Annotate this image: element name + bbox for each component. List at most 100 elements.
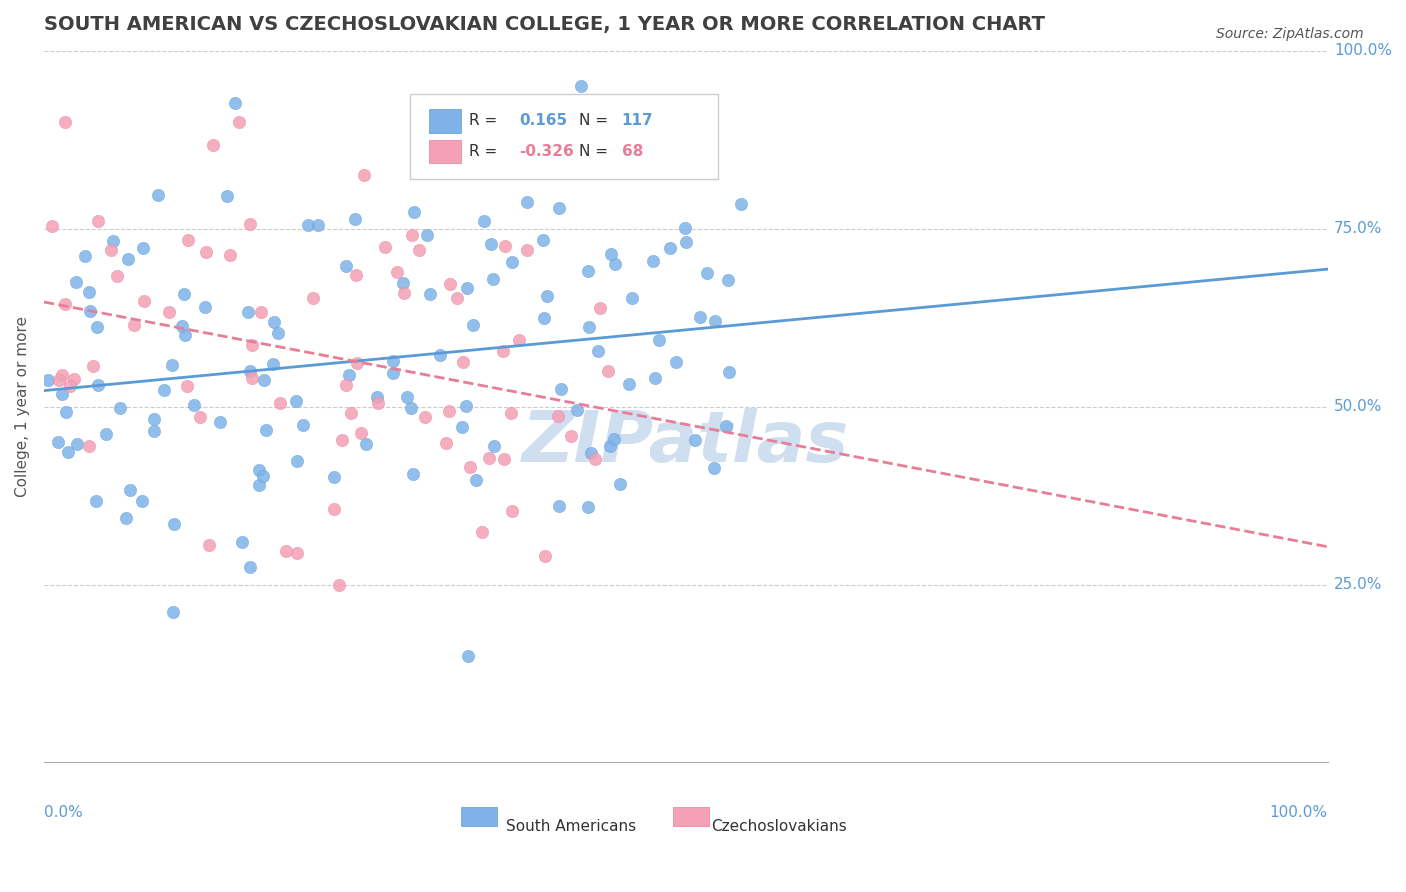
- Point: [453, 355, 475, 369]
- Point: [659, 241, 682, 255]
- Point: [536, 289, 558, 303]
- Point: [714, 418, 737, 433]
- Point: [41, 219, 63, 233]
- Point: [683, 434, 706, 448]
- Text: N =: N =: [579, 113, 609, 128]
- Point: [79, 304, 101, 318]
- Point: [219, 248, 242, 262]
- Point: [322, 502, 344, 516]
- Point: [576, 500, 599, 515]
- Point: [569, 79, 592, 94]
- Point: [194, 301, 217, 315]
- Text: 68: 68: [621, 145, 643, 160]
- Point: [717, 365, 740, 379]
- Point: [96, 426, 118, 441]
- Point: [37, 373, 59, 387]
- Point: [643, 254, 665, 268]
- Text: -0.326: -0.326: [519, 145, 574, 160]
- Point: [247, 478, 270, 492]
- Point: [188, 409, 211, 424]
- Point: [585, 452, 607, 467]
- Point: [153, 383, 176, 397]
- Point: [335, 378, 357, 392]
- Point: [250, 305, 273, 319]
- Point: [177, 233, 200, 247]
- Point: [457, 648, 479, 663]
- Point: [408, 243, 430, 257]
- Point: [446, 291, 468, 305]
- Point: [350, 425, 373, 440]
- FancyBboxPatch shape: [429, 140, 461, 163]
- Point: [404, 205, 426, 219]
- Point: [482, 438, 505, 452]
- Point: [675, 235, 697, 249]
- Point: [439, 277, 461, 292]
- Point: [240, 338, 263, 352]
- Point: [689, 310, 711, 324]
- Text: Czechoslovakians: Czechoslovakians: [711, 820, 848, 834]
- Point: [239, 363, 262, 377]
- Point: [131, 494, 153, 508]
- Point: [704, 314, 727, 328]
- Point: [224, 95, 246, 110]
- Point: [439, 404, 461, 418]
- Point: [413, 410, 436, 425]
- Point: [240, 371, 263, 385]
- Point: [381, 366, 404, 380]
- Point: [548, 499, 571, 513]
- Point: [183, 398, 205, 412]
- Point: [146, 188, 169, 202]
- Point: [392, 276, 415, 290]
- Point: [337, 368, 360, 383]
- Point: [531, 233, 554, 247]
- Point: [176, 378, 198, 392]
- Point: [730, 197, 752, 211]
- Point: [143, 411, 166, 425]
- Point: [172, 319, 194, 334]
- Point: [114, 510, 136, 524]
- Point: [284, 393, 307, 408]
- Point: [59, 379, 82, 393]
- Point: [238, 305, 260, 319]
- Text: N =: N =: [579, 145, 609, 160]
- Point: [263, 315, 285, 329]
- Text: 0.0%: 0.0%: [44, 805, 83, 820]
- Point: [87, 214, 110, 228]
- Point: [269, 395, 291, 409]
- Text: SOUTH AMERICAN VS CZECHOSLOVAKIAN COLLEGE, 1 YEAR OR MORE CORRELATION CHART: SOUTH AMERICAN VS CZECHOSLOVAKIAN COLLEG…: [44, 15, 1045, 34]
- Point: [105, 268, 128, 283]
- Text: Source: ZipAtlas.com: Source: ZipAtlas.com: [1216, 27, 1364, 41]
- Point: [454, 399, 477, 413]
- Point: [254, 424, 277, 438]
- Point: [215, 188, 238, 202]
- Text: 100.0%: 100.0%: [1334, 44, 1392, 58]
- Point: [600, 246, 623, 260]
- Point: [307, 219, 329, 233]
- Point: [419, 287, 441, 301]
- Point: [108, 401, 131, 416]
- Point: [343, 211, 366, 226]
- Point: [302, 291, 325, 305]
- Point: [328, 577, 350, 591]
- Point: [157, 305, 180, 319]
- Point: [287, 546, 309, 560]
- Text: R =: R =: [468, 145, 498, 160]
- Point: [87, 378, 110, 392]
- Point: [620, 291, 643, 305]
- Point: [253, 373, 276, 387]
- Point: [578, 264, 600, 278]
- Point: [471, 524, 494, 539]
- Point: [143, 424, 166, 438]
- Point: [599, 439, 621, 453]
- FancyBboxPatch shape: [429, 109, 461, 133]
- Point: [354, 437, 377, 451]
- Point: [703, 461, 725, 475]
- Text: South Americans: South Americans: [506, 820, 636, 834]
- Point: [478, 450, 501, 465]
- Point: [596, 364, 619, 378]
- Text: 117: 117: [621, 113, 654, 128]
- Point: [579, 446, 602, 460]
- Point: [252, 469, 274, 483]
- Point: [344, 268, 367, 282]
- Point: [322, 469, 344, 483]
